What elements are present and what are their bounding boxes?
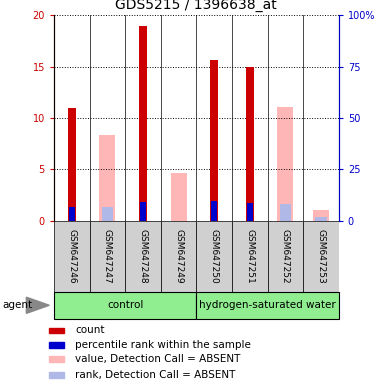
Bar (49, 372, 64, 378)
Bar (303, 221, 339, 292)
Text: value, Detection Call = ABSENT: value, Detection Call = ABSENT (75, 354, 241, 364)
Text: count: count (75, 326, 105, 336)
Text: GSM647252: GSM647252 (281, 229, 290, 284)
Bar (102, 207, 113, 221)
Bar (196, 221, 232, 292)
Bar (211, 201, 217, 221)
Bar (49, 356, 64, 362)
Bar (69, 207, 75, 221)
Bar (99, 134, 116, 221)
Bar (49, 342, 64, 348)
Bar (196, 292, 339, 319)
Bar (210, 60, 218, 221)
Text: hydrogen-saturated water: hydrogen-saturated water (199, 300, 336, 310)
Bar (68, 108, 75, 221)
Text: GSM647246: GSM647246 (67, 229, 76, 284)
Text: agent: agent (2, 300, 32, 310)
Bar (54, 221, 90, 292)
Text: GSM647249: GSM647249 (174, 229, 183, 284)
Title: GDS5215 / 1396638_at: GDS5215 / 1396638_at (116, 0, 277, 12)
Text: percentile rank within the sample: percentile rank within the sample (75, 340, 251, 350)
Bar (315, 217, 327, 221)
Text: rank, Detection Call = ABSENT: rank, Detection Call = ABSENT (75, 370, 236, 380)
Bar (247, 202, 253, 221)
Bar (246, 67, 254, 221)
Bar (90, 221, 125, 292)
Text: control: control (107, 300, 143, 310)
Bar (277, 107, 293, 221)
Text: GSM647250: GSM647250 (210, 229, 219, 284)
Bar (161, 221, 196, 292)
Text: GSM647253: GSM647253 (316, 229, 325, 284)
Text: GSM647251: GSM647251 (245, 229, 254, 284)
Bar (232, 221, 268, 292)
Text: GSM647247: GSM647247 (103, 229, 112, 284)
Bar (268, 221, 303, 292)
Bar (125, 221, 161, 292)
Bar (139, 26, 147, 221)
Text: GSM647248: GSM647248 (139, 229, 147, 284)
Bar (313, 210, 329, 221)
Bar (140, 202, 146, 221)
Bar (171, 172, 187, 221)
Bar (54, 292, 196, 319)
Bar (280, 204, 291, 221)
Bar (49, 328, 64, 333)
Polygon shape (26, 297, 49, 313)
